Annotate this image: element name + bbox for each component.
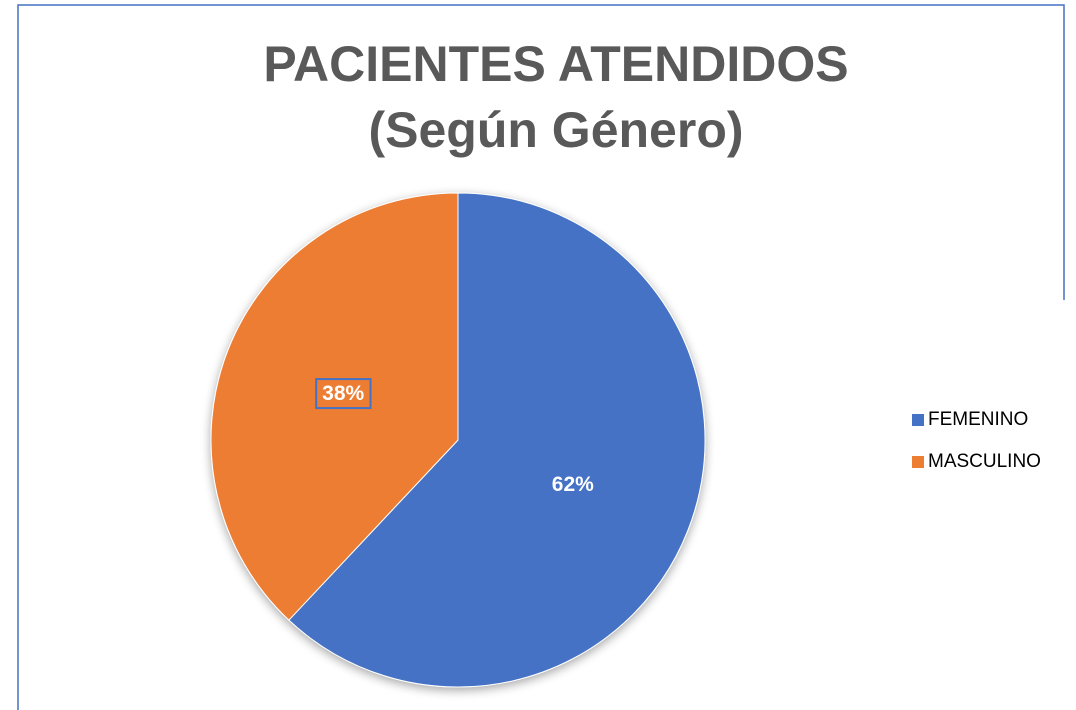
pie-slice [288,192,706,688]
data-label: 62% [552,473,594,496]
data-label: 38% [322,382,364,405]
legend-swatch [912,456,924,468]
chart-subtitle: (Según Género) [368,102,743,158]
pie-slice [210,192,459,621]
data-label-box [315,378,372,410]
legend-label: MASCULINO [928,451,1041,472]
pie [210,192,706,688]
frame [17,4,1065,710]
legend-label: FEMENINO [928,409,1028,430]
chart-title: PACIENTES ATENDIDOS [263,36,848,92]
legend-swatch [912,414,924,426]
